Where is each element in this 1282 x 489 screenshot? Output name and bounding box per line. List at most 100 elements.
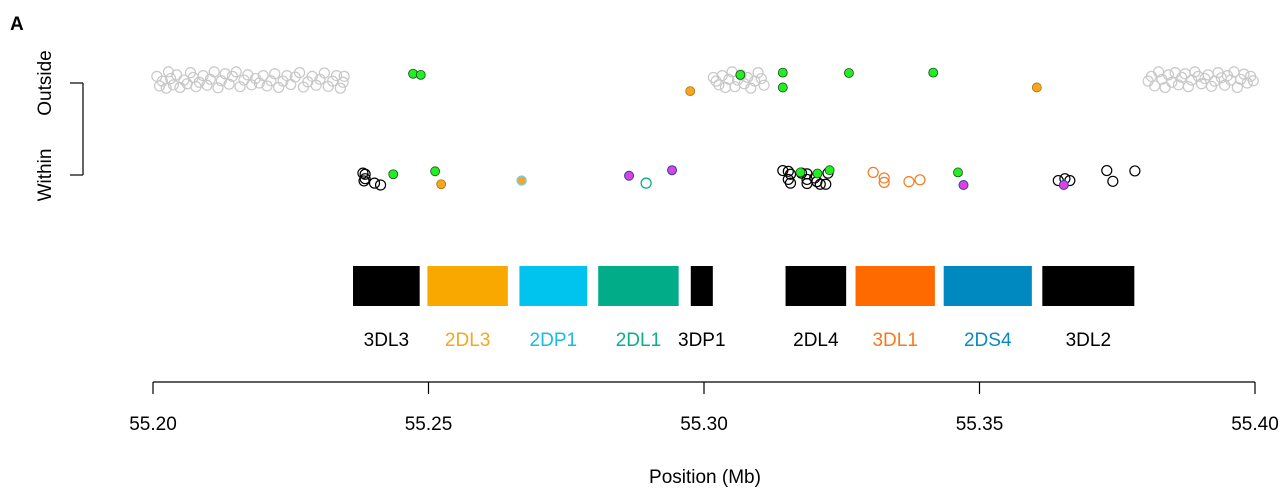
data-point	[1031, 82, 1042, 93]
data-point	[844, 68, 854, 78]
data-point	[777, 82, 788, 93]
data-point	[1149, 80, 1161, 92]
data-point	[246, 79, 258, 91]
data-point	[277, 75, 289, 87]
data-point	[878, 176, 890, 188]
data-point	[318, 67, 330, 79]
data-point	[782, 165, 794, 177]
x-axis-title: Position (Mb)	[649, 467, 761, 488]
data-point	[958, 179, 969, 190]
gene-box	[519, 266, 588, 306]
data-point	[430, 166, 441, 177]
gene-label: 2DL3	[445, 330, 490, 351]
gene-label: 3DP1	[678, 330, 726, 351]
data-point	[784, 168, 797, 180]
data-point	[1241, 77, 1253, 89]
data-point	[1166, 76, 1178, 88]
data-point	[1129, 165, 1141, 177]
data-point	[814, 178, 826, 190]
data-point	[334, 82, 346, 94]
data-point	[330, 69, 343, 82]
gene-label: 2DP1	[530, 330, 578, 351]
points-layer	[151, 66, 1259, 191]
data-point	[165, 72, 177, 85]
data-point	[388, 169, 399, 180]
data-point	[735, 69, 746, 80]
gene-box	[690, 266, 713, 306]
data-point	[160, 82, 172, 94]
data-point	[914, 174, 926, 186]
gene-label: 2DL4	[793, 330, 839, 351]
data-point	[723, 73, 735, 85]
data-point	[1058, 179, 1069, 190]
data-point	[257, 69, 269, 82]
gene-box	[943, 266, 1032, 306]
data-point	[812, 168, 823, 179]
data-point	[359, 168, 371, 180]
data-point	[1247, 75, 1259, 87]
data-point	[197, 69, 209, 82]
gene-label: 3DL2	[1066, 330, 1111, 351]
y-axis: Within Outside	[35, 50, 84, 202]
gene-box	[353, 266, 420, 306]
y-label-within: Within	[35, 149, 56, 202]
data-point	[436, 179, 447, 190]
data-point	[1101, 164, 1113, 177]
data-point	[795, 167, 806, 178]
data-point	[415, 69, 426, 80]
data-point	[212, 82, 224, 94]
gene-box	[1042, 266, 1135, 306]
data-point	[1159, 81, 1171, 94]
data-point	[219, 68, 231, 80]
data-point	[358, 175, 370, 187]
y-label-outside: Outside	[35, 50, 56, 115]
data-point	[265, 75, 277, 87]
data-point	[784, 177, 797, 189]
data-point	[338, 70, 350, 82]
gene-label: 3DL1	[872, 330, 917, 351]
data-point	[1182, 81, 1194, 93]
data-point	[215, 75, 227, 87]
data-point	[1152, 66, 1165, 78]
data-point	[167, 79, 179, 91]
data-point	[716, 69, 728, 82]
data-point	[729, 81, 741, 93]
data-point	[667, 165, 678, 176]
gene-box	[598, 266, 679, 306]
data-point	[230, 66, 242, 78]
gene-label: 2DS4	[964, 330, 1012, 351]
data-point	[928, 67, 939, 78]
x-axis: 55.20 55.25 55.30 55.35 55.40	[129, 381, 1279, 435]
data-point	[337, 76, 349, 88]
data-point	[310, 79, 322, 91]
gene-box	[855, 266, 935, 306]
data-point	[293, 67, 306, 79]
x-tick-label: 55.30	[680, 414, 728, 435]
data-point	[223, 78, 235, 90]
data-point	[867, 166, 879, 179]
panel-label: A	[10, 14, 24, 35]
data-point	[171, 69, 183, 81]
data-point	[208, 66, 220, 78]
data-point	[903, 176, 915, 188]
data-point	[234, 81, 246, 93]
data-point	[824, 165, 835, 176]
data-point	[624, 170, 635, 181]
data-point	[953, 167, 963, 178]
data-point	[707, 71, 719, 84]
data-point	[516, 175, 527, 186]
data-point	[269, 68, 281, 80]
data-point	[1162, 69, 1175, 81]
data-point	[752, 67, 764, 79]
x-tick-label: 55.35	[956, 414, 1004, 435]
gene-label: 3DL3	[364, 330, 409, 351]
data-point	[193, 76, 205, 88]
gene-box	[427, 266, 508, 306]
data-point	[1107, 175, 1119, 187]
genes-layer: 3DL3 2DL3 2DP1 2DL1 3DP1 2DL4 3DL1 2DS4 3DL2	[353, 266, 1135, 351]
data-point	[685, 86, 696, 97]
gene-label: 2DL1	[616, 330, 661, 351]
x-tick-label: 55.20	[129, 414, 177, 435]
x-tick-label: 55.40	[1231, 414, 1279, 435]
